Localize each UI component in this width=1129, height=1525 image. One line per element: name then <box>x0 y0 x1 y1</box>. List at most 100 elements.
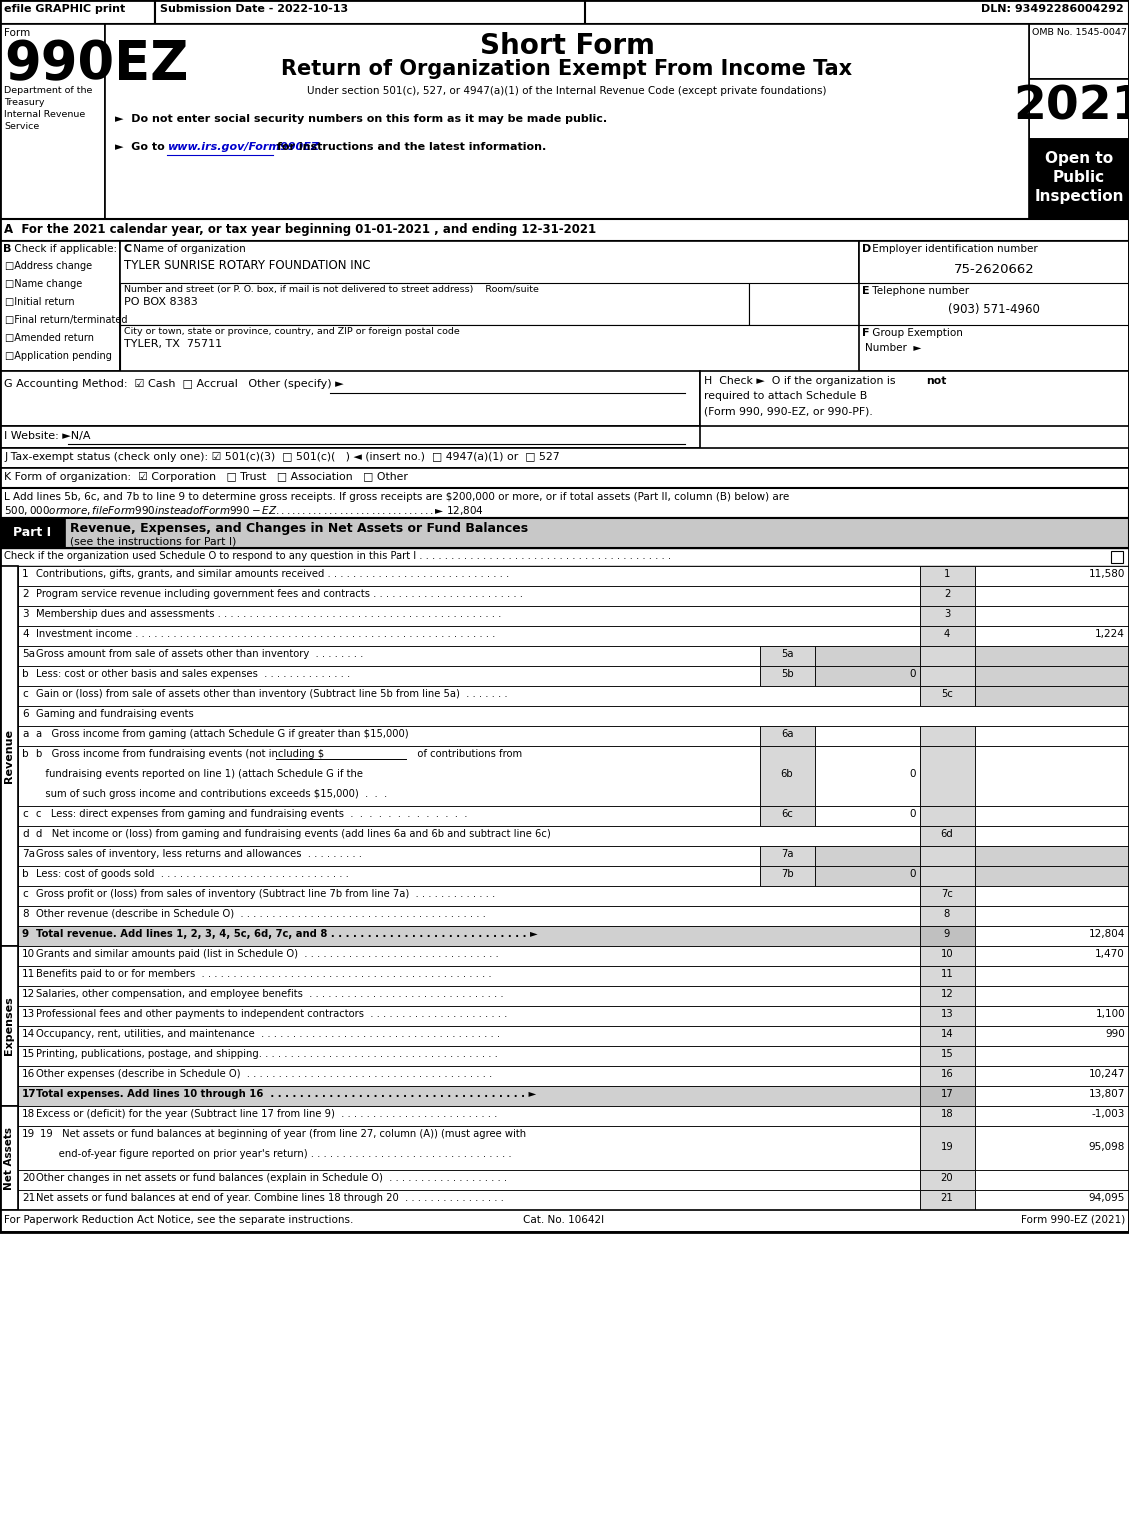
Text: $500,000 or more, file Form 990 instead of Form 990-EZ . . . . . . . . . . . . .: $500,000 or more, file Form 990 instead … <box>5 503 484 517</box>
Text: 17: 17 <box>21 1089 36 1100</box>
Text: Part I: Part I <box>12 526 51 538</box>
Bar <box>0 518 65 547</box>
Text: 8: 8 <box>944 909 951 920</box>
Text: Gross profit or (loss) from sales of inventory (Subtract line 7b from line 7a)  : Gross profit or (loss) from sales of inv… <box>36 889 496 900</box>
Text: d   Net income or (loss) from gaming and fundraising events (add lines 6a and 6b: d Net income or (loss) from gaming and f… <box>36 830 551 839</box>
Bar <box>1029 79 1129 139</box>
Text: 1,224: 1,224 <box>1095 628 1124 639</box>
Bar <box>920 965 975 987</box>
Bar <box>920 746 975 807</box>
Text: sum of such gross income and contributions exceeds $15,000)  .  .  .: sum of such gross income and contributio… <box>36 788 387 799</box>
Text: □Application pending: □Application pending <box>5 351 112 361</box>
Bar <box>920 1170 975 1190</box>
Bar <box>0 241 120 371</box>
Text: 0: 0 <box>910 669 916 679</box>
Text: c   Less: direct expenses from gaming and fundraising events  .  .  .  .  .  .  : c Less: direct expenses from gaming and … <box>36 808 467 819</box>
Text: 4: 4 <box>944 628 951 639</box>
Bar <box>920 647 975 666</box>
Bar <box>815 807 920 827</box>
Text: Less: cost or other basis and sales expenses  . . . . . . . . . . . . . .: Less: cost or other basis and sales expe… <box>36 669 350 679</box>
Text: Occupancy, rent, utilities, and maintenance  . . . . . . . . . . . . . . . . . .: Occupancy, rent, utilities, and maintena… <box>36 1029 500 1039</box>
Text: 14: 14 <box>21 1029 35 1039</box>
Text: 7a: 7a <box>781 849 794 859</box>
Bar <box>920 1106 975 1125</box>
Bar <box>18 886 920 906</box>
Text: Salaries, other compensation, and employee benefits  . . . . . . . . . . . . . .: Salaries, other compensation, and employ… <box>36 990 504 999</box>
Bar <box>920 566 975 586</box>
Bar <box>760 726 815 746</box>
Bar <box>975 1026 1129 1046</box>
Text: Gain or (loss) from sale of assets other than inventory (Subtract line 5b from l: Gain or (loss) from sale of assets other… <box>36 689 508 698</box>
Bar <box>859 241 1129 371</box>
Bar <box>975 886 1129 906</box>
Bar <box>18 1066 920 1086</box>
Bar <box>920 987 975 1007</box>
Text: 21: 21 <box>940 1193 953 1203</box>
Text: PO BOX 8383: PO BOX 8383 <box>124 297 198 307</box>
Bar <box>0 24 105 220</box>
Bar <box>815 866 920 886</box>
Text: Treasury: Treasury <box>5 98 44 107</box>
Bar <box>920 1190 975 1209</box>
Text: 16: 16 <box>21 1069 35 1080</box>
Text: b: b <box>21 749 28 759</box>
Bar <box>975 746 1129 807</box>
Bar <box>18 666 760 686</box>
Text: OMB No. 1545-0047: OMB No. 1545-0047 <box>1032 27 1127 37</box>
Text: C: C <box>123 244 131 255</box>
Text: 1: 1 <box>21 569 28 580</box>
Text: Contributions, gifts, grants, and similar amounts received . . . . . . . . . . .: Contributions, gifts, grants, and simila… <box>36 569 509 580</box>
Bar <box>975 726 1129 746</box>
Text: Number  ►: Number ► <box>865 343 921 352</box>
Bar <box>815 726 920 746</box>
Text: 11,580: 11,580 <box>1088 569 1124 580</box>
Text: b: b <box>21 669 28 679</box>
Bar <box>0 468 1129 488</box>
Text: 11: 11 <box>940 968 953 979</box>
Text: Gross amount from sale of assets other than inventory  . . . . . . . .: Gross amount from sale of assets other t… <box>36 650 364 659</box>
Text: c: c <box>21 889 28 900</box>
Bar <box>18 726 760 746</box>
Text: 1: 1 <box>944 569 951 580</box>
Bar <box>18 906 920 926</box>
Text: 18: 18 <box>21 1109 35 1119</box>
Text: Public: Public <box>1053 169 1105 185</box>
Bar <box>920 586 975 605</box>
Bar <box>975 666 1129 686</box>
Bar <box>18 1170 920 1190</box>
Bar <box>0 566 18 946</box>
Text: Open to: Open to <box>1045 151 1113 166</box>
Bar <box>0 0 1129 1232</box>
Text: Under section 501(c), 527, or 4947(a)(1) of the Internal Revenue Code (except pr: Under section 501(c), 527, or 4947(a)(1)… <box>307 85 826 96</box>
Text: 1,470: 1,470 <box>1095 949 1124 959</box>
Text: a: a <box>21 729 28 740</box>
Text: Other expenses (describe in Schedule O)  . . . . . . . . . . . . . . . . . . . .: Other expenses (describe in Schedule O) … <box>36 1069 492 1080</box>
Text: Benefits paid to or for members  . . . . . . . . . . . . . . . . . . . . . . . .: Benefits paid to or for members . . . . … <box>36 968 491 979</box>
Text: □Name change: □Name change <box>5 279 82 290</box>
Text: Form 990-EZ (2021): Form 990-EZ (2021) <box>1021 1215 1124 1225</box>
Bar <box>975 586 1129 605</box>
Bar <box>1029 24 1129 79</box>
Bar <box>920 946 975 965</box>
Text: Total expenses. Add lines 10 through 16  . . . . . . . . . . . . . . . . . . . .: Total expenses. Add lines 10 through 16 … <box>36 1089 536 1100</box>
Bar <box>18 1026 920 1046</box>
Bar <box>760 846 815 866</box>
Text: 11: 11 <box>21 968 35 979</box>
Bar <box>920 886 975 906</box>
Text: City or town, state or province, country, and ZIP or foreign postal code: City or town, state or province, country… <box>124 326 460 336</box>
Bar <box>0 425 700 448</box>
Text: Group Exemption: Group Exemption <box>869 328 963 339</box>
Text: 3: 3 <box>21 608 28 619</box>
Bar <box>975 1086 1129 1106</box>
Text: Department of the: Department of the <box>5 85 93 95</box>
Text: required to attach Schedule B: required to attach Schedule B <box>704 390 867 401</box>
Bar <box>1111 551 1123 563</box>
Bar <box>18 965 920 987</box>
Text: J Tax-exempt status (check only one): ☑ 501(c)(3)  □ 501(c)(   ) ◄ (insert no.) : J Tax-exempt status (check only one): ☑ … <box>5 451 560 462</box>
Bar <box>920 1086 975 1106</box>
Text: 7b: 7b <box>780 869 794 878</box>
Text: -1,003: -1,003 <box>1092 1109 1124 1119</box>
Bar <box>18 807 760 827</box>
Text: of contributions from: of contributions from <box>408 749 522 759</box>
Text: Service: Service <box>5 122 40 131</box>
